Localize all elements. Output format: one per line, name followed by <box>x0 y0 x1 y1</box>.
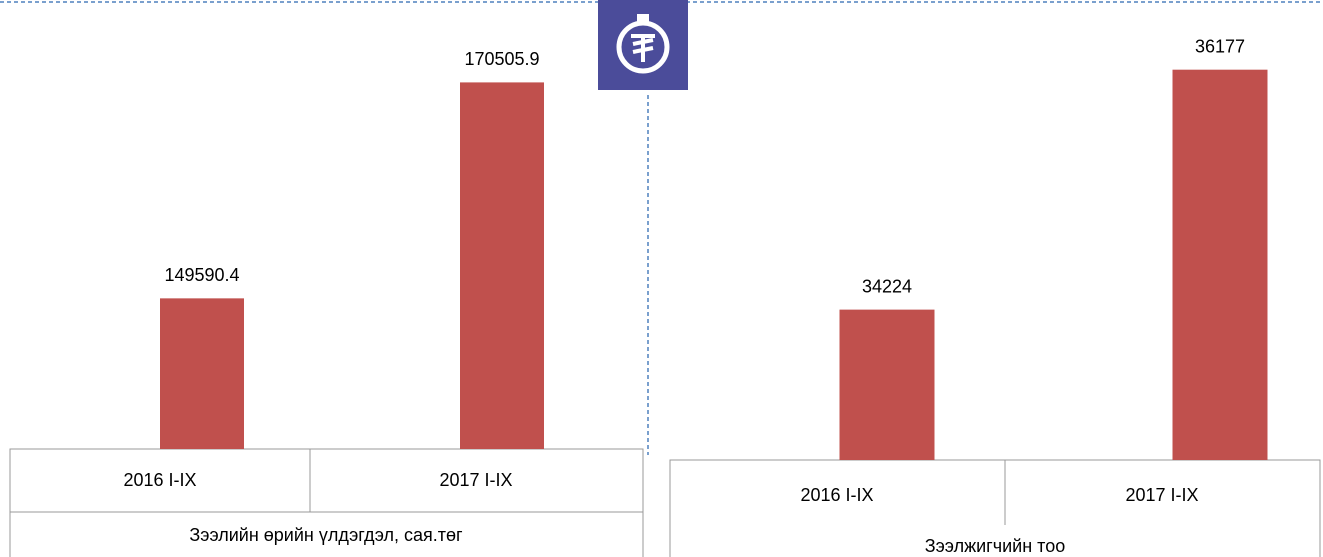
data-label: 170505.9 <box>464 49 539 69</box>
bar <box>1172 69 1268 460</box>
data-label: 34224 <box>862 276 912 296</box>
x-tick-label: 2017 I-IX <box>439 470 512 490</box>
chart-title: Зээлийн өрийн үлдэгдэл, сая.төг <box>189 525 463 545</box>
x-tick-label: 2016 I-IX <box>123 470 196 490</box>
data-label: 149590.4 <box>164 265 239 285</box>
chart-right: Зээлжигчийн тоо 34224 2016 I-IX 36177 2017 … <box>669 36 1321 557</box>
bar <box>160 298 244 449</box>
chart-title: Зээлжигчийн тоо <box>925 536 1066 556</box>
x-tick-label: 2017 I-IX <box>1125 485 1198 505</box>
logo <box>598 0 688 90</box>
bar <box>839 309 935 460</box>
x-tick-label: 2016 I-IX <box>800 485 873 505</box>
axis-table <box>669 459 1321 557</box>
bar <box>460 82 544 449</box>
data-label: 36177 <box>1195 36 1245 56</box>
axis-table <box>9 448 644 557</box>
chart-left: Зээлийн өрийн үлдэгдэл, сая.төг 149590.4… <box>9 49 644 557</box>
